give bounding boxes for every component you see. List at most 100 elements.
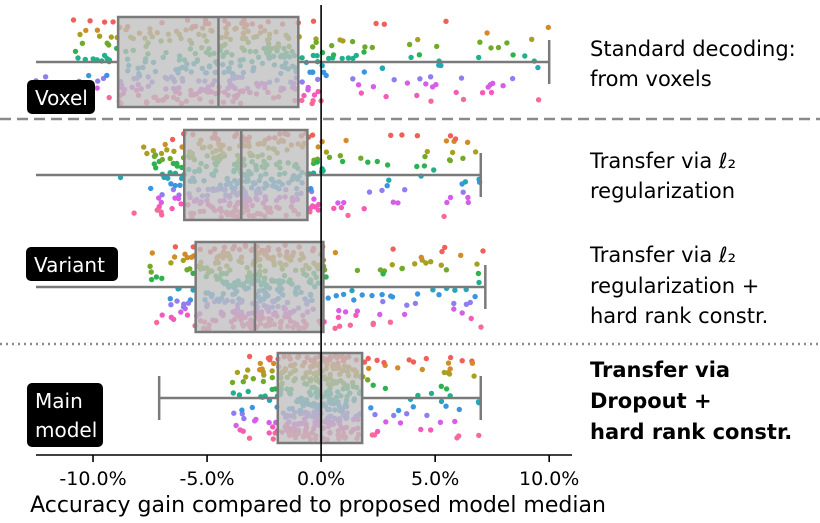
- data-point: [311, 196, 317, 202]
- data-point: [347, 322, 353, 328]
- data-point: [445, 360, 452, 366]
- data-point: [144, 150, 150, 157]
- data-point: [404, 411, 410, 417]
- data-point: [148, 276, 155, 283]
- data-point: [301, 92, 307, 99]
- data-point: [104, 72, 110, 79]
- data-point: [96, 33, 103, 39]
- data-point: [313, 39, 319, 45]
- data-point: [443, 403, 449, 409]
- data-point: [447, 194, 454, 201]
- data-point: [250, 376, 256, 382]
- data-point: [169, 205, 175, 212]
- data-point: [77, 31, 83, 38]
- data-point: [415, 392, 421, 399]
- data-point: [315, 76, 321, 83]
- data-point: [332, 249, 339, 256]
- data-point: [443, 386, 450, 392]
- group-badge-text: Variant: [34, 253, 105, 277]
- data-point: [149, 250, 155, 256]
- data-point: [389, 262, 395, 268]
- data-point: [151, 161, 157, 167]
- data-point: [424, 412, 430, 419]
- data-point: [345, 212, 351, 219]
- data-point: [338, 204, 345, 211]
- data-point: [108, 34, 115, 40]
- data-point: [545, 24, 551, 31]
- data-point: [478, 324, 484, 330]
- data-point: [471, 373, 477, 379]
- data-point: [415, 36, 421, 43]
- data-point: [460, 155, 466, 161]
- data-point: [437, 419, 444, 425]
- data-point: [270, 436, 276, 442]
- data-point: [406, 357, 412, 363]
- data-point: [387, 319, 394, 325]
- data-point: [351, 297, 357, 303]
- data-point: [165, 175, 171, 181]
- data-point: [488, 45, 494, 51]
- data-point: [83, 27, 89, 34]
- data-point: [170, 186, 177, 193]
- group-badge-text: Main: [35, 389, 83, 413]
- box: [116, 15, 300, 109]
- data-point: [257, 360, 263, 367]
- data-point: [372, 411, 378, 418]
- row-label-line: regularization +: [590, 274, 759, 298]
- data-point: [172, 195, 178, 201]
- data-point: [182, 251, 188, 257]
- data-point: [391, 77, 397, 83]
- data-point: [178, 309, 184, 315]
- data-point: [468, 315, 474, 322]
- data-point: [446, 157, 453, 163]
- box-plots: [36, 15, 551, 445]
- x-tick-label: 5.0%: [411, 468, 459, 490]
- data-point: [476, 279, 482, 286]
- data-point: [418, 254, 424, 260]
- data-point: [408, 54, 414, 61]
- data-point: [153, 274, 160, 280]
- data-point: [386, 177, 392, 183]
- data-point: [476, 432, 482, 439]
- data-point: [167, 155, 173, 162]
- data-point: [94, 27, 101, 33]
- data-point: [309, 100, 315, 107]
- data-point: [326, 55, 332, 62]
- data-point: [361, 69, 367, 75]
- row-label-line: Transfer via ℓ₂: [589, 243, 736, 267]
- data-point: [509, 75, 516, 82]
- data-point: [447, 366, 453, 372]
- data-point: [427, 74, 434, 80]
- data-point: [479, 90, 486, 96]
- data-point: [156, 195, 162, 201]
- data-point: [369, 44, 375, 51]
- group-badge: [27, 383, 103, 447]
- data-point: [421, 163, 428, 169]
- data-point: [345, 55, 352, 61]
- data-point: [397, 420, 404, 426]
- data-point: [299, 55, 305, 61]
- data-point: [335, 314, 342, 321]
- data-point: [172, 244, 179, 250]
- data-point: [380, 271, 386, 277]
- data-point: [177, 182, 183, 188]
- data-point: [178, 201, 184, 207]
- row-label-line: Dropout +: [590, 389, 712, 413]
- data-point: [423, 260, 429, 266]
- data-point: [412, 261, 418, 267]
- data-point: [323, 274, 329, 280]
- row-label-line: Transfer via ℓ₂: [589, 149, 736, 173]
- data-point: [147, 263, 153, 269]
- data-point: [150, 148, 156, 154]
- data-point: [323, 149, 330, 155]
- data-point: [469, 360, 476, 366]
- data-point: [395, 365, 401, 371]
- data-point: [504, 40, 510, 46]
- data-point: [314, 159, 320, 165]
- data-point: [488, 89, 495, 96]
- data-point: [365, 355, 371, 362]
- data-point: [339, 55, 345, 62]
- group-badges: Voxel Variant Main model: [26, 80, 118, 447]
- data-point: [233, 422, 239, 429]
- data-point: [269, 368, 275, 374]
